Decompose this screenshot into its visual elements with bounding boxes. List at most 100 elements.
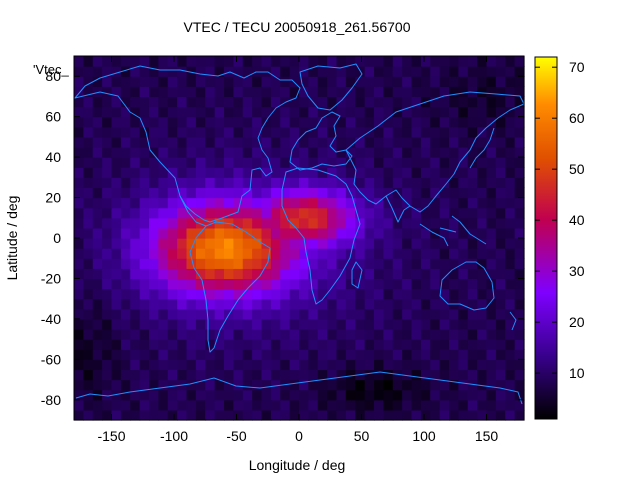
heatmap-cell: [355, 238, 366, 249]
heatmap-cell: [214, 308, 225, 320]
heatmap-cell: [167, 66, 178, 77]
heatmap-cell: [364, 318, 375, 330]
heatmap-cell: [458, 86, 469, 98]
heatmap-cell: [411, 177, 422, 189]
heatmap-cell: [233, 268, 244, 280]
heatmap-cell: [289, 66, 300, 77]
heatmap-cell: [233, 136, 244, 148]
heatmap-cell: [355, 157, 366, 168]
heatmap-cell: [495, 349, 506, 360]
heatmap-cell: [449, 66, 459, 77]
heatmap-cell: [486, 96, 497, 108]
heatmap-cell: [505, 248, 516, 259]
heatmap-cell: [327, 96, 338, 108]
heatmap-cell: [345, 359, 356, 371]
heatmap-cell: [383, 207, 394, 219]
heatmap-cell: [158, 248, 169, 259]
heatmap-cell: [420, 217, 431, 229]
heatmap-cell: [102, 116, 113, 128]
heatmap-cell: [111, 339, 122, 350]
heatmap-cell: [177, 207, 188, 219]
coastline-asia: [345, 91, 525, 213]
heatmap-cell: [420, 197, 431, 209]
heatmap-cell: [327, 56, 338, 67]
heatmap-cell: [177, 167, 188, 178]
heatmap-cell: [177, 238, 188, 249]
heatmap-cell: [111, 96, 122, 108]
heatmap-cell: [514, 76, 525, 87]
heatmap-cell: [149, 136, 159, 148]
heatmap-cell: [430, 248, 441, 259]
heatmap-cell: [336, 238, 347, 249]
heatmap-cell: [317, 56, 328, 67]
heatmap-cell: [92, 308, 103, 320]
heatmap-cell: [374, 136, 384, 148]
heatmap-cell: [233, 227, 244, 239]
heatmap-cell: [345, 298, 356, 310]
heatmap-cell: [458, 126, 469, 138]
heatmap-cell: [299, 96, 309, 108]
heatmap-cell: [205, 268, 216, 280]
heatmap-cell: [83, 227, 94, 239]
heatmap-cell: [430, 217, 441, 229]
heatmap-cell: [383, 227, 394, 239]
heatmap-cell: [224, 147, 234, 158]
heatmap-cell: [317, 157, 328, 168]
heatmap-cell: [120, 76, 131, 87]
heatmap-cell: [252, 349, 263, 360]
heatmap-cell: [261, 136, 272, 148]
heatmap-cell: [149, 329, 159, 340]
heatmap-cell: [411, 288, 422, 300]
heatmap-cell: [167, 349, 178, 360]
heatmap-cell: [486, 329, 497, 340]
heatmap-cell: [317, 308, 328, 320]
heatmap-cell: [411, 197, 422, 209]
heatmap-cell: [449, 126, 459, 138]
heatmap-cell: [205, 66, 216, 77]
heatmap-cell: [355, 227, 366, 239]
heatmap-cell: [439, 379, 450, 391]
heatmap-cell: [242, 167, 253, 178]
heatmap-cell: [411, 96, 422, 108]
heatmap-cell: [270, 248, 281, 259]
heatmap-cell: [233, 177, 244, 189]
coastline-indonesia: [419, 215, 487, 247]
heatmap-cell: [186, 167, 197, 178]
heatmap-cell: [364, 248, 375, 259]
heatmap-cell: [280, 76, 291, 87]
heatmap-cell: [374, 298, 384, 310]
heatmap-cell: [83, 339, 94, 350]
heatmap-cell: [317, 126, 328, 138]
series-key-label: 'Vtec_: [33, 62, 69, 77]
coastline-central-america: [179, 195, 207, 227]
heatmap-cell: [83, 76, 94, 87]
heatmap-cell: [280, 298, 291, 310]
heatmap-cell: [383, 339, 394, 350]
heatmap-cell: [299, 248, 309, 259]
heatmap-cell: [83, 157, 94, 168]
heatmap-cell: [505, 238, 516, 249]
heatmap-cell: [430, 258, 441, 269]
heatmap-cell: [392, 389, 403, 401]
heatmap-cell: [139, 217, 150, 229]
heatmap-cell: [177, 177, 188, 189]
heatmap-cell: [224, 136, 234, 148]
heatmap-cell: [158, 167, 169, 178]
heatmap-cell: [261, 157, 272, 168]
heatmap-cell: [280, 268, 291, 280]
heatmap-cell: [420, 86, 431, 98]
heatmap-cell: [149, 248, 159, 259]
heatmap-cell: [261, 167, 272, 178]
heatmap-cell: [224, 76, 234, 87]
heatmap-cell: [402, 369, 413, 381]
heatmap-cell: [317, 207, 328, 219]
heatmap-cell: [345, 318, 356, 330]
coastline-new-zealand: [509, 311, 517, 331]
heatmap-cell: [467, 318, 478, 330]
heatmap-cell: [139, 187, 150, 199]
heatmap-cell: [186, 227, 197, 239]
heatmap-cell: [149, 238, 159, 249]
heatmap-cell: [270, 288, 281, 300]
heatmap-cell: [514, 318, 525, 330]
heatmap-cell: [92, 369, 103, 381]
